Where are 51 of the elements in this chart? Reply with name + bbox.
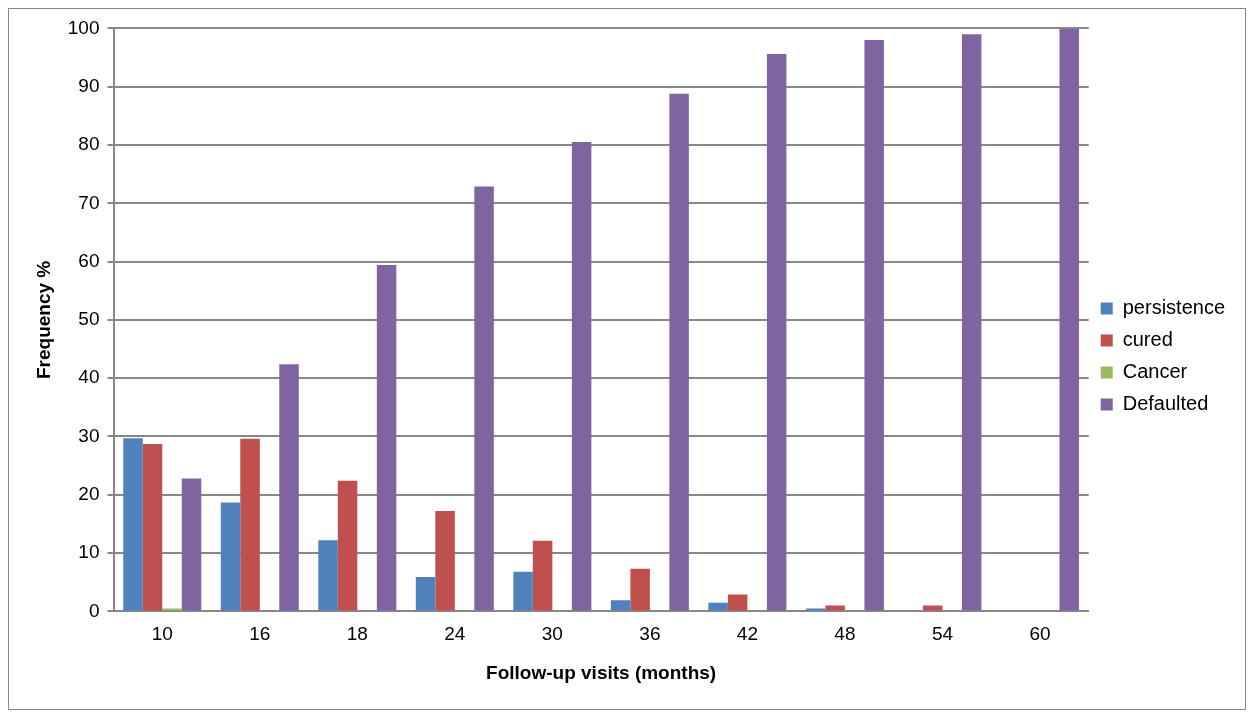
y-tick-label: 0 <box>88 599 100 621</box>
y-tick-label: 10 <box>78 541 100 563</box>
bar <box>415 577 436 611</box>
y-tick-label: 40 <box>78 366 100 388</box>
y-tick-label: 90 <box>78 74 100 96</box>
y-axis-title: Frequency % <box>32 260 54 380</box>
bar <box>532 540 553 611</box>
bar <box>1059 28 1079 611</box>
legend-label: cured <box>1122 328 1173 351</box>
bar <box>864 40 884 611</box>
bar <box>435 511 455 611</box>
bar <box>123 438 143 611</box>
x-tick-label: 60 <box>1029 623 1051 645</box>
x-tick-label: 54 <box>931 623 954 645</box>
x-tick-label: 24 <box>444 623 466 645</box>
bar <box>318 540 338 611</box>
x-tick-label: 48 <box>834 623 856 645</box>
x-tick-label: 10 <box>151 623 173 645</box>
bar <box>142 444 163 611</box>
bar <box>181 478 202 611</box>
x-tick-label: 30 <box>541 623 563 645</box>
bar <box>708 602 728 611</box>
bar <box>571 142 592 611</box>
bar <box>240 438 260 611</box>
legend-label: persistence <box>1122 296 1226 319</box>
bar <box>610 600 631 611</box>
x-axis-title: Follow-up visits (months) <box>486 661 717 683</box>
bar <box>669 93 689 611</box>
bar <box>513 571 533 611</box>
bar <box>279 364 299 611</box>
bar <box>376 265 397 611</box>
x-tick-label: 36 <box>639 623 661 645</box>
bar <box>474 186 494 611</box>
y-tick-label: 70 <box>78 191 100 213</box>
y-tick-label: 50 <box>78 308 100 330</box>
x-tick-label: 16 <box>249 623 271 645</box>
bar <box>220 502 241 611</box>
x-tick-label: 18 <box>346 623 368 645</box>
y-tick-label: 100 <box>67 16 100 38</box>
bar <box>766 54 787 611</box>
legend-label: Defaulted <box>1122 392 1209 415</box>
bar <box>961 34 982 611</box>
bar <box>337 480 358 611</box>
bar <box>630 568 650 611</box>
y-tick-label: 30 <box>78 424 100 446</box>
legend-label: Cancer <box>1122 360 1188 383</box>
y-tick-label: 20 <box>78 483 100 505</box>
y-tick-label: 60 <box>78 249 100 271</box>
bar <box>727 594 748 611</box>
x-tick-label: 42 <box>736 623 758 645</box>
y-tick-label: 80 <box>78 133 100 155</box>
